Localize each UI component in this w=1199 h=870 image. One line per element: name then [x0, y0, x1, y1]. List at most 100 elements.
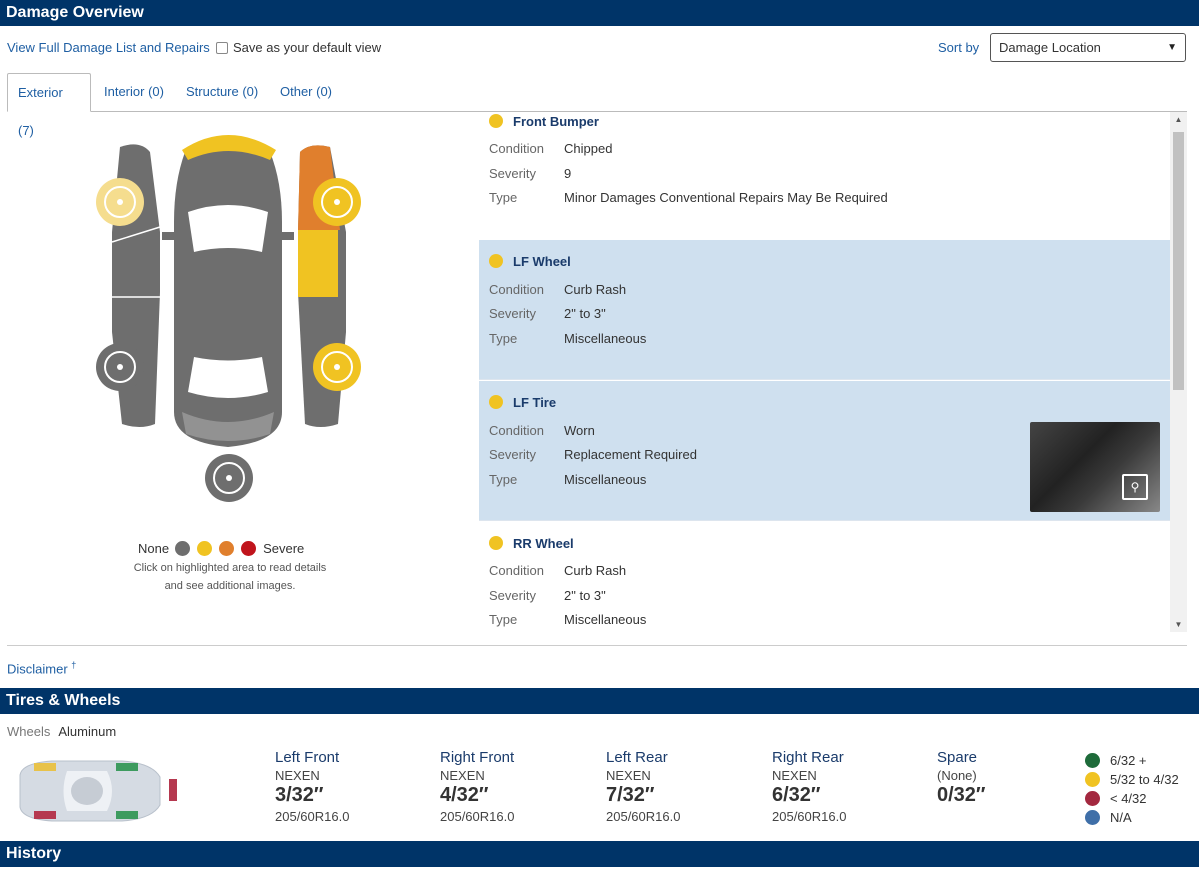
tread-legend-item: N/A	[1085, 808, 1179, 827]
default-view-toggle[interactable]: Save as your default view	[216, 40, 381, 55]
damage-tabs: Exterior (7) Interior (0) Structure (0) …	[7, 73, 1187, 138]
severity-dot-icon	[489, 395, 503, 409]
tab-structure[interactable]: Structure (0)	[186, 84, 259, 99]
history-header: History	[0, 841, 1199, 867]
damage-list: Front Bumper Condition Chipped Severity 9 …	[479, 112, 1170, 632]
damage-item-lf-wheel[interactable]: LF Wheel Condition Curb Rash Severity 2" t…	[479, 240, 1170, 380]
rear-window	[188, 357, 268, 398]
type-row: Type Miscellaneous	[489, 331, 647, 346]
scroll-up-icon[interactable]: ▲	[1174, 115, 1183, 124]
tire-brand: NEXEN	[440, 768, 485, 783]
tire-position: Right Front	[440, 749, 515, 766]
sort-select-value: Damage Location	[999, 40, 1101, 55]
tire-tread-depth: 3/32″	[275, 784, 324, 806]
tread-legend-item: < 4/32	[1085, 789, 1179, 808]
legend-none-label: None	[138, 541, 170, 556]
damage-photo-thumbnail[interactable]: ⚲	[1030, 422, 1160, 512]
tab-other[interactable]: Other (0)	[280, 84, 333, 99]
tire-size: 205/60R16.0	[772, 809, 847, 824]
rf-door-damage[interactable]	[298, 230, 338, 297]
damage-list-scrollbar[interactable]: ▲ ▼	[1170, 112, 1187, 632]
type-row: Type Miscellaneous	[489, 612, 647, 627]
severity-row: Severity Replacement Required	[489, 447, 697, 462]
condition-row: Condition Worn	[489, 423, 595, 438]
tire-tread-depth: 0/32″	[937, 784, 986, 806]
legend-note-line1: Click on highlighted area to read detail…	[133, 562, 327, 574]
legend-dot-icon	[1085, 791, 1100, 806]
tire-position: Right Rear	[772, 749, 844, 766]
scroll-down-icon[interactable]: ▼	[1174, 620, 1183, 629]
legend-minor-dot	[197, 541, 213, 556]
chevron-down-icon: ▼	[1167, 42, 1177, 53]
tread-legend-item: 6/32 +	[1085, 751, 1179, 770]
tread-legend-item: 5/32 to 4/32	[1085, 770, 1179, 789]
tire-size: 205/60R16.0	[275, 809, 350, 824]
disclaimer-link[interactable]: Disclaimer †	[7, 660, 77, 677]
condition-row: Condition Curb Rash	[489, 282, 627, 297]
damage-item-front-bumper[interactable]: Front Bumper Condition Chipped Severity 9 …	[479, 112, 1170, 241]
severity-legend: None Severe	[138, 541, 304, 556]
legend-dot-icon	[1085, 810, 1100, 825]
rf-tire-marker	[34, 811, 56, 819]
tire-brand: NEXEN	[772, 768, 817, 783]
sort-label: Sort by	[938, 40, 980, 55]
tire-brand: (None)	[937, 768, 977, 783]
full-damage-list-link[interactable]: View Full Damage List and Repairs	[7, 40, 210, 55]
severity-row: Severity 9	[489, 166, 572, 181]
default-view-checkbox[interactable]	[216, 41, 228, 54]
tab-exterior[interactable]: Exterior (7)	[7, 73, 91, 138]
damage-title: LF Wheel	[513, 254, 571, 269]
tire-size: 205/60R16.0	[440, 809, 515, 824]
lr-wheel-icon[interactable]	[96, 343, 144, 391]
condition-row: Condition Curb Rash	[489, 563, 627, 578]
damage-title: Front Bumper	[513, 114, 599, 129]
tire-size: 205/60R16.0	[606, 809, 681, 824]
car-body[interactable]	[174, 141, 282, 447]
tire-tread-depth: 6/32″	[772, 784, 821, 806]
tire-right-front: Right Front NEXEN 4/32″ 205/60R16.0	[440, 749, 590, 824]
tire-left-front: Left Front NEXEN 3/32″ 205/60R16.0	[275, 749, 425, 824]
zoom-icon[interactable]: ⚲	[1122, 474, 1148, 500]
rr-tire-marker	[116, 811, 138, 819]
windshield	[188, 205, 268, 252]
car-diagram-svg	[96, 135, 361, 502]
spare-tire-marker	[169, 779, 177, 801]
damage-toolbar: View Full Damage List and Repairs Save a…	[0, 26, 1199, 70]
rf-wheel-icon[interactable]	[313, 178, 361, 226]
wheels-value: Aluminum	[58, 724, 117, 739]
severity-row: Severity 2" to 3"	[489, 306, 606, 321]
tire-tread-depth: 7/32″	[606, 784, 655, 806]
front-bumper-damage[interactable]	[182, 135, 276, 160]
section-title: Tires & Wheels	[6, 692, 121, 709]
lr-tire-marker	[116, 763, 138, 771]
legend-note-line2: and see additional images.	[164, 580, 296, 592]
spare-wheel-icon[interactable]	[205, 454, 253, 502]
damage-item-rr-wheel[interactable]: RR Wheel Condition Curb Rash Severity 2" t…	[479, 522, 1170, 632]
legend-none-dot	[175, 541, 191, 556]
divider	[7, 645, 1187, 646]
type-row: Type Miscellaneous	[489, 472, 647, 487]
legend-dot-icon	[1085, 753, 1100, 768]
damage-title: LF Tire	[513, 395, 557, 410]
lf-wheel-icon[interactable]	[96, 178, 144, 226]
sort-select[interactable]: Damage Location ▼	[990, 33, 1186, 62]
default-view-label: Save as your default view	[233, 40, 382, 55]
wheels-label: Wheels	[7, 724, 51, 739]
severity-dot-icon	[489, 114, 503, 128]
tire-spare: Spare (None) 0/32″	[937, 749, 1087, 807]
rr-wheel-icon[interactable]	[313, 343, 361, 391]
tire-brand: NEXEN	[275, 768, 320, 783]
scroll-thumb[interactable]	[1173, 132, 1184, 390]
legend-dot-icon	[1085, 772, 1100, 787]
legend-severe-label: Severe	[263, 541, 305, 556]
tires-wheels-header: Tires & Wheels	[0, 688, 1199, 714]
section-title: History	[6, 845, 62, 862]
tab-interior[interactable]: Interior (0)	[104, 84, 164, 99]
tire-tread-depth: 4/32″	[440, 784, 489, 806]
tire-position: Spare	[937, 749, 978, 766]
lf-tire-marker	[34, 763, 56, 771]
tire-position: Left Front	[275, 749, 340, 766]
tire-position-diagram	[19, 760, 177, 822]
damage-overview-header: Damage Overview	[0, 0, 1199, 26]
damage-item-lf-tire[interactable]: LF Tire Condition Worn Severity Replacemen…	[479, 381, 1170, 521]
